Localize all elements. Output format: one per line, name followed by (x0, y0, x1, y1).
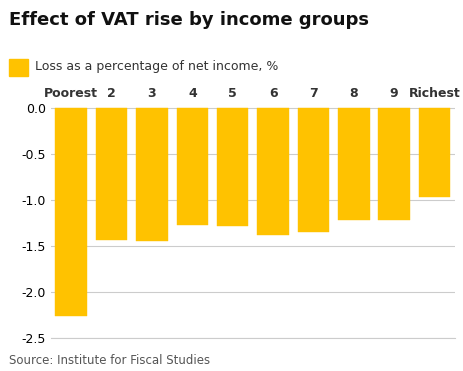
Bar (338, 108, 369, 220)
Text: Source: Institute for Fiscal Studies: Source: Institute for Fiscal Studies (9, 354, 210, 367)
Bar (297, 108, 328, 232)
Bar (378, 108, 409, 220)
Bar (217, 108, 248, 226)
Bar (418, 108, 449, 197)
Text: Effect of VAT rise by income groups: Effect of VAT rise by income groups (9, 11, 369, 29)
Bar (136, 108, 167, 242)
Bar (56, 108, 87, 316)
Bar (257, 108, 288, 235)
Bar (96, 108, 127, 240)
Bar (176, 108, 207, 225)
Text: Loss as a percentage of net income, %: Loss as a percentage of net income, % (35, 60, 278, 73)
